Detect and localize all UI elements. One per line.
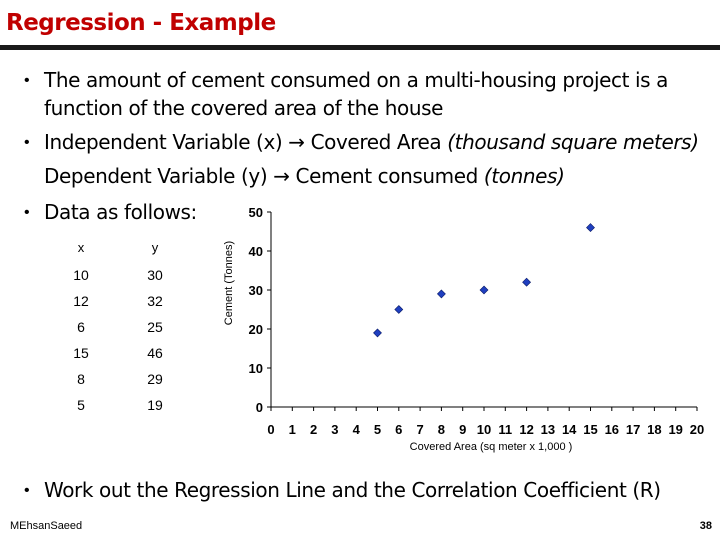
x-tick-label: 20 xyxy=(690,422,704,437)
chart-axes xyxy=(267,211,698,411)
bullet-marker: • xyxy=(24,134,30,151)
table-cell-y: 25 xyxy=(147,319,163,335)
table-header-x: x xyxy=(77,239,85,255)
y-tick-label: 10 xyxy=(249,361,263,376)
independent-variable-text: Independent Variable (x) xyxy=(44,130,289,154)
dependent-variable-text: Dependent Variable (y) xyxy=(44,164,274,188)
data-points xyxy=(373,223,595,338)
bullet-marker: • xyxy=(24,72,30,89)
bullet-2-line-2: Dependent Variable (y) → Cement consumed… xyxy=(44,164,565,188)
x-tick-label: 1 xyxy=(289,422,296,437)
page-number: 38 xyxy=(699,520,712,532)
table-cell-x: 8 xyxy=(77,371,85,387)
table-header-y: y xyxy=(151,239,159,255)
x-tick-label: 16 xyxy=(605,422,619,437)
x-tick-label: 7 xyxy=(416,422,423,437)
data-point xyxy=(586,223,595,233)
y-tick-label: 30 xyxy=(249,283,263,298)
bullet-marker: • xyxy=(24,204,30,221)
x-tick-label: 12 xyxy=(519,422,533,437)
x-tick-label: 19 xyxy=(668,422,682,437)
arrow-icon: → xyxy=(273,164,290,188)
bullet-4: Work out the Regression Line and the Cor… xyxy=(44,478,661,502)
table-row: 12 32 xyxy=(44,288,192,314)
table-cell-x: 6 xyxy=(77,319,85,335)
table-row: 8 29 xyxy=(44,366,192,392)
x-tick-label: 0 xyxy=(267,422,274,437)
covered-area-text: Covered Area xyxy=(304,130,448,154)
x-tick-label: 14 xyxy=(562,422,577,437)
table-row: 6 25 xyxy=(44,314,192,340)
x-tick-label: 6 xyxy=(395,422,402,437)
table-header-row: x y xyxy=(44,232,192,262)
table-cell-y: 29 xyxy=(147,371,163,387)
y-tick-label: 0 xyxy=(256,400,263,415)
x-tick-label: 15 xyxy=(583,422,597,437)
footer-author: MEhsanSaeed xyxy=(10,520,83,532)
cement-unit: (tonnes) xyxy=(483,164,565,188)
data-point xyxy=(394,305,404,314)
data-point xyxy=(436,289,446,299)
y-tick-label: 40 xyxy=(249,244,263,259)
table-cell-x: 10 xyxy=(73,267,89,283)
y-tick-label: 20 xyxy=(249,322,263,337)
x-tick-label: 5 xyxy=(374,422,381,437)
bullet-1-line-2: function of the covered area of the hous… xyxy=(44,96,444,120)
table-cell-y: 30 xyxy=(147,267,163,283)
x-tick-label: 8 xyxy=(438,422,445,437)
title-divider xyxy=(0,45,720,50)
bullet-marker: • xyxy=(24,482,30,499)
x-tick-label: 10 xyxy=(477,422,491,437)
table-cell-y: 32 xyxy=(147,293,163,309)
data-table: x y 10 30 12 32 6 25 15 46 8 29 5 19 xyxy=(44,232,192,418)
x-axis-label: Covered Area (sq meter x 1,000 ) xyxy=(410,441,573,453)
x-tick-label: 17 xyxy=(626,422,640,437)
table-cell-x: 12 xyxy=(73,293,89,309)
bullet-3: Data as follows: xyxy=(44,200,197,224)
table-row: 5 19 xyxy=(44,392,192,418)
covered-area-unit: (thousand square meters) xyxy=(447,130,699,154)
y-tick-labels: 0 10 20 30 40 50 xyxy=(249,205,263,415)
table-row: 15 46 xyxy=(44,340,192,366)
x-tick-label: 3 xyxy=(331,422,338,437)
table-cell-x: 5 xyxy=(77,397,85,413)
y-tick-label: 50 xyxy=(249,205,263,220)
x-tick-label: 2 xyxy=(310,422,317,437)
x-tick-labels: 0 1 2 3 4 5 6 7 8 9 10 11 12 13 14 15 16 17 18 19 20 xyxy=(267,422,704,437)
y-axis-label: Cement (Tonnes) xyxy=(223,241,235,325)
data-point xyxy=(522,277,532,287)
x-tick-label: 18 xyxy=(647,422,661,437)
x-tick-label: 13 xyxy=(541,422,555,437)
table-row: 10 30 xyxy=(44,262,192,288)
bullet-2-line-1: Independent Variable (x) → Covered Area … xyxy=(44,130,699,154)
cement-consumed-text: Cement consumed xyxy=(289,164,484,188)
bullet-1-line-1: The amount of cement consumed on a multi… xyxy=(44,68,668,92)
slide-title: Regression - Example xyxy=(6,10,276,36)
x-tick-label: 11 xyxy=(498,422,512,437)
table-cell-y: 46 xyxy=(147,345,163,361)
arrow-icon: → xyxy=(288,130,305,154)
table-cell-y: 19 xyxy=(147,397,163,413)
x-tick-label: 4 xyxy=(353,422,361,437)
x-tick-label: 9 xyxy=(459,422,466,437)
data-point xyxy=(373,328,382,338)
data-point xyxy=(479,285,489,295)
table-cell-x: 15 xyxy=(73,345,89,361)
